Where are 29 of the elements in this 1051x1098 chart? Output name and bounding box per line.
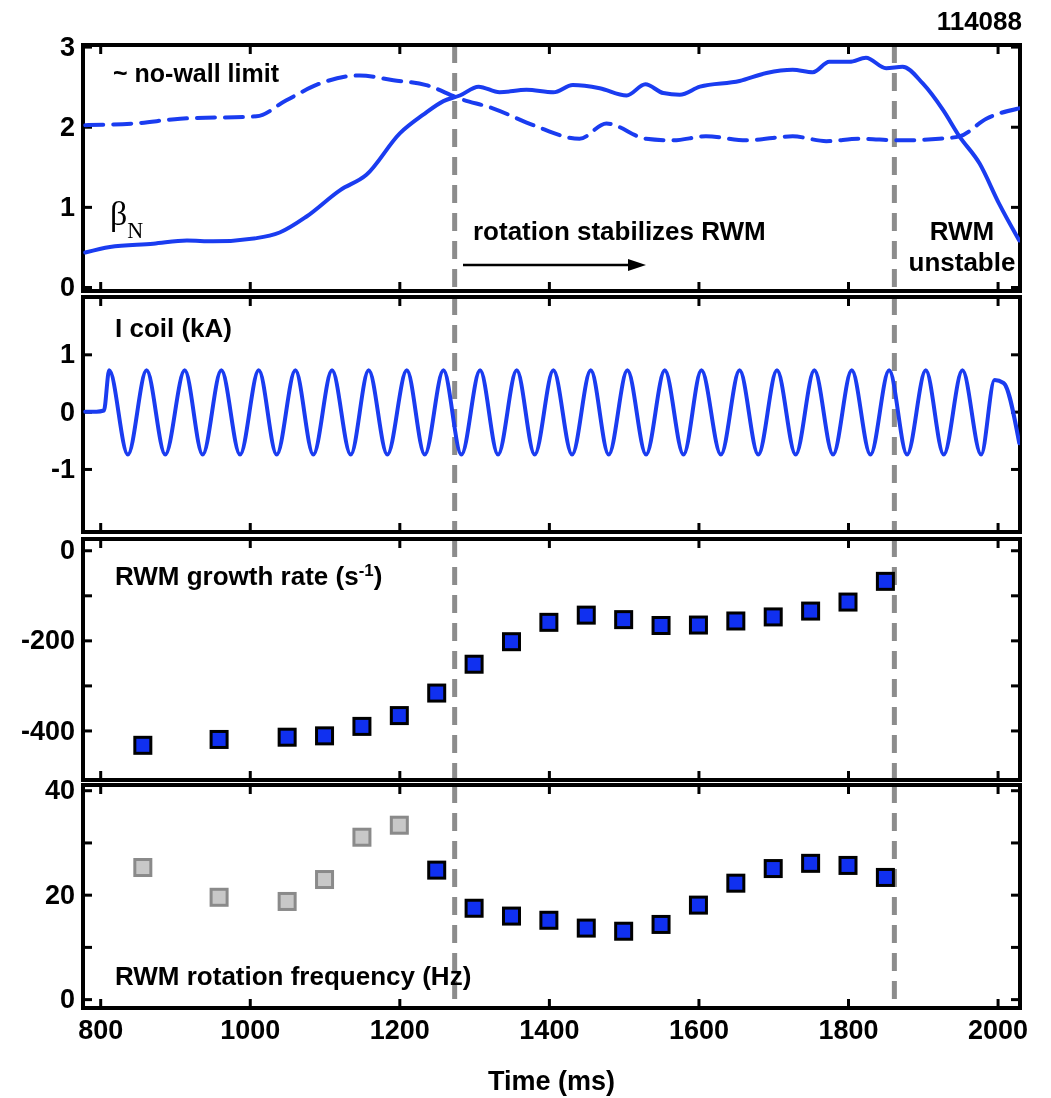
annotation: RWM growth rate (s$^{-1}$) — [115, 560, 383, 591]
y-tick-label: -200 — [20, 625, 75, 656]
x-tick-label: 1400 — [519, 1015, 580, 1046]
series-label: β$_{N}$ — [110, 195, 144, 243]
y-tick-label: 0 — [59, 535, 75, 566]
y-tick-label: 1 — [59, 339, 75, 370]
y-tick-label: 1 — [59, 192, 75, 222]
x-tick-label: 800 — [78, 1015, 124, 1046]
x-tick-label: 1200 — [369, 1015, 430, 1046]
x-tick-label: 2000 — [968, 1015, 1029, 1046]
y-tick-label: 0 — [59, 272, 75, 303]
x-tick-label: 1800 — [818, 1015, 879, 1046]
x-tick-label: 1600 — [668, 1015, 729, 1046]
y-tick-label: 3 — [59, 31, 75, 62]
annotation: RWM rotation frequency (Hz) — [115, 961, 472, 991]
text: 114088 — [936, 6, 1022, 36]
series-label: ~ no-wall limit — [113, 59, 280, 87]
annotation: rotation stabilizes RWM — [473, 216, 766, 246]
y-tick-label: 2 — [59, 111, 75, 142]
y-tick-label: 0 — [59, 396, 75, 427]
x-tick-label: 1000 — [220, 1015, 281, 1046]
x-axis-title: Time (ms) — [487, 1066, 616, 1096]
y-tick-label: -400 — [20, 715, 75, 746]
y-tick-label: 40 — [44, 775, 75, 806]
annotation: I coil (kA) — [115, 313, 233, 343]
y-tick-label: 20 — [44, 879, 75, 910]
y-tick-label: 0 — [59, 984, 75, 1015]
y-tick-label: -1 — [50, 454, 75, 485]
annotation: RWM unstable — [908, 216, 1016, 277]
